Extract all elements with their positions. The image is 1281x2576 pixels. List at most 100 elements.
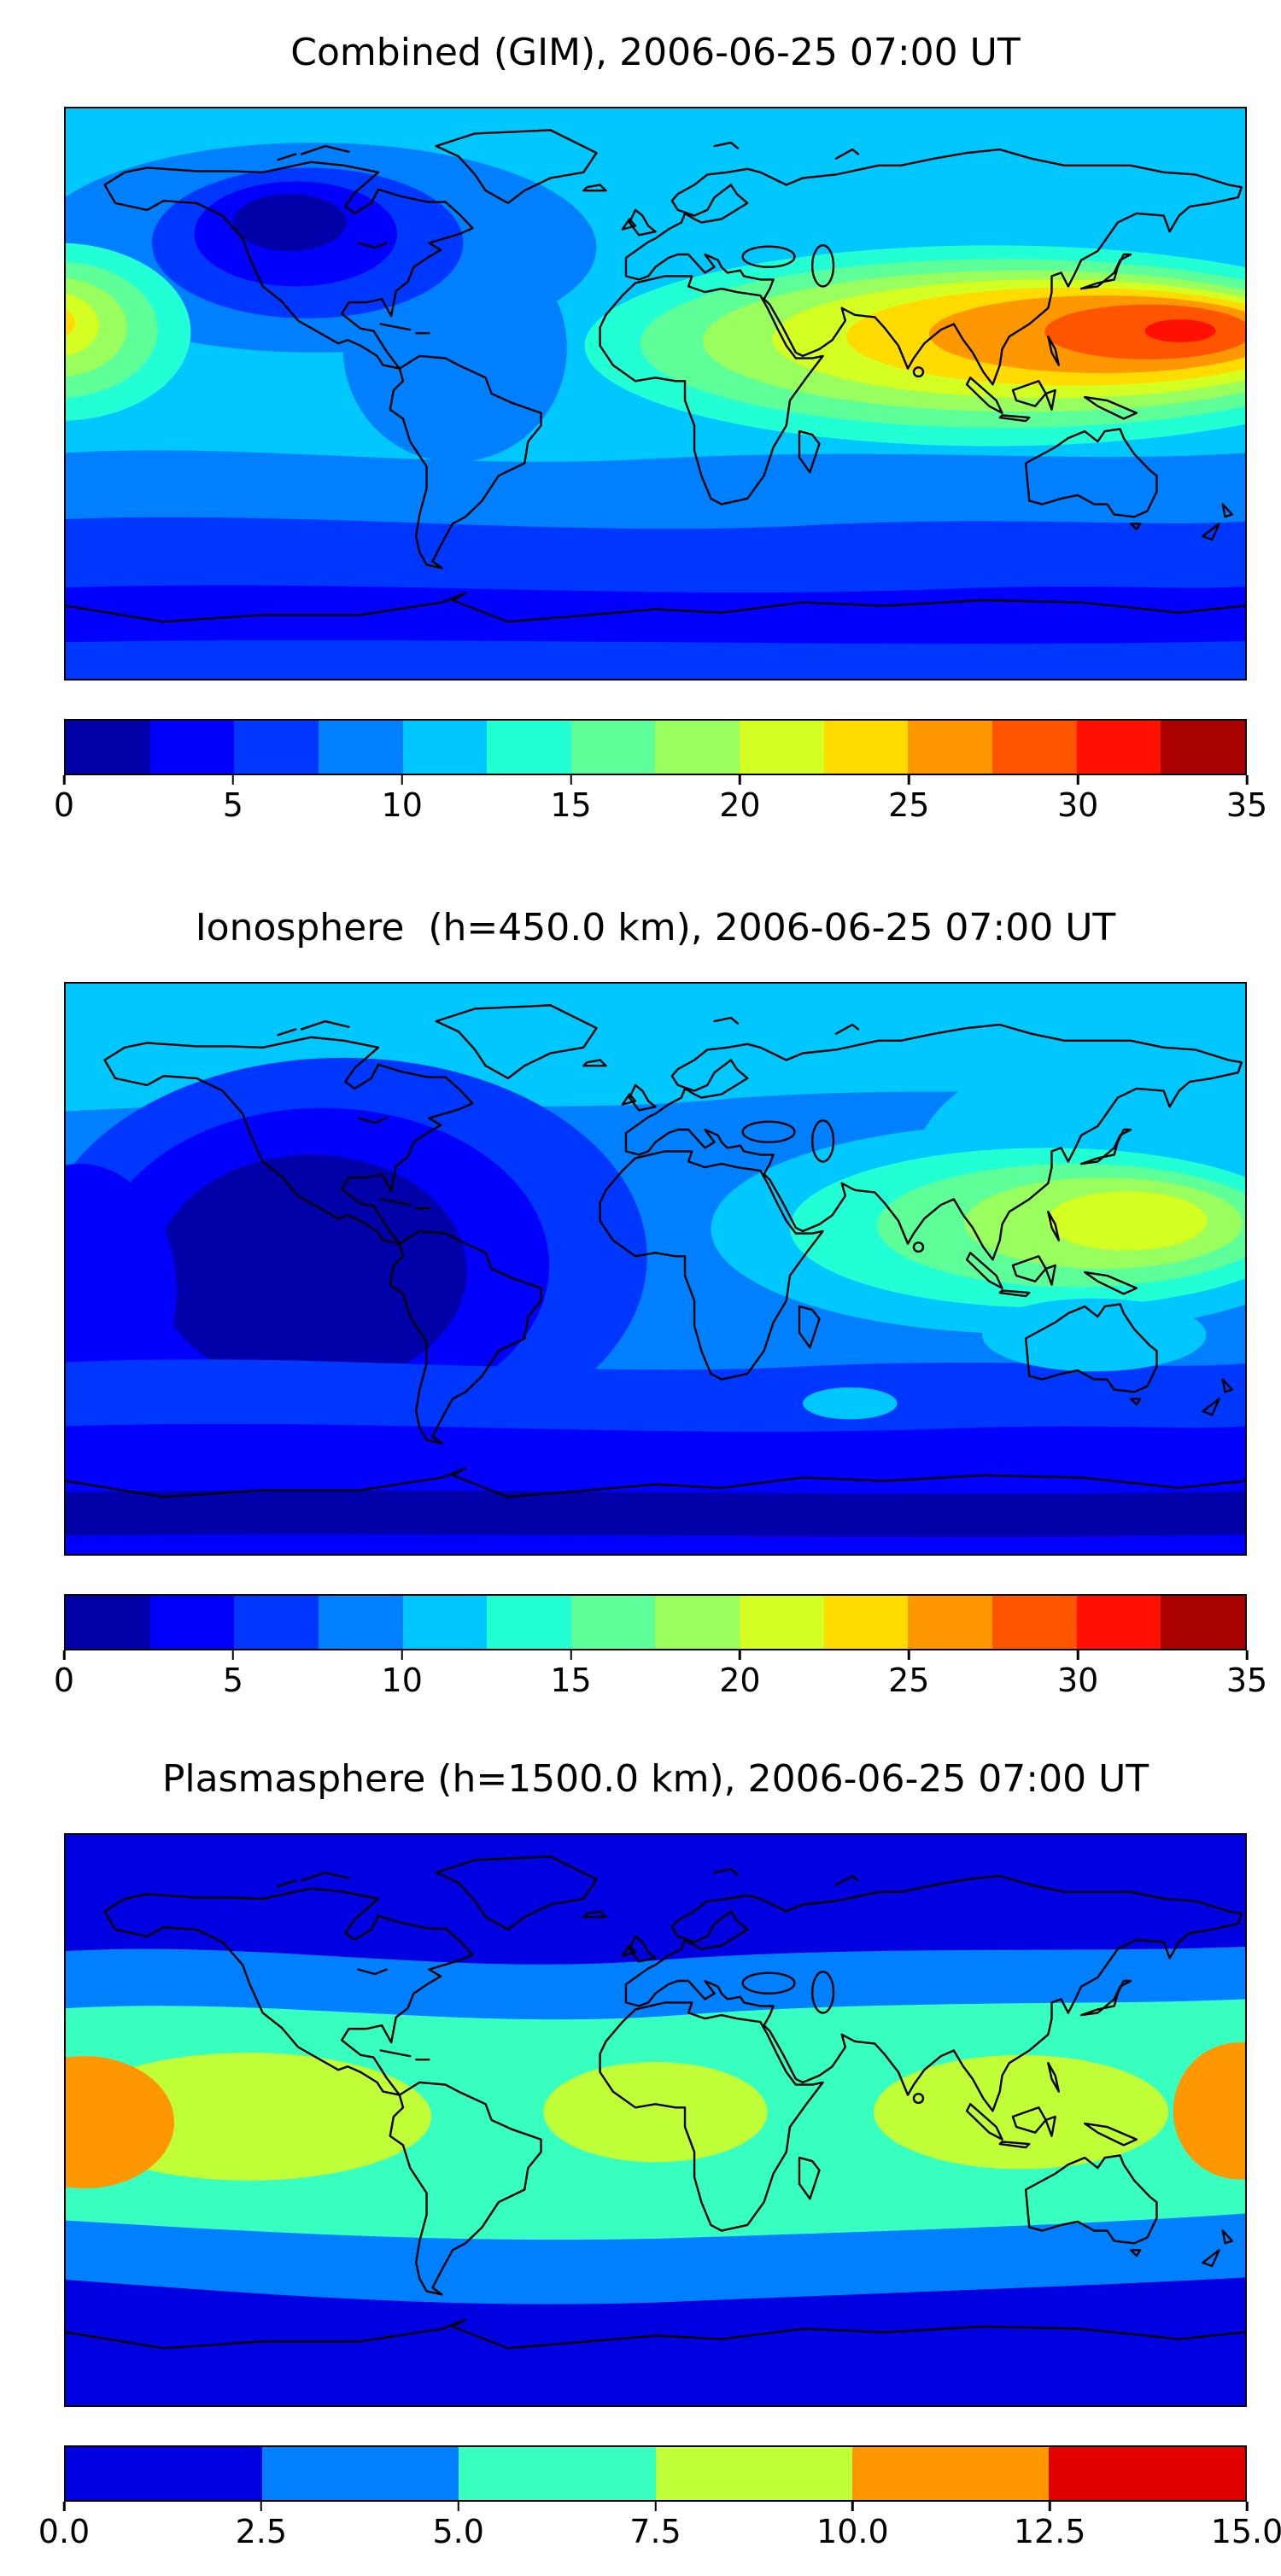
colorbar-segment (487, 1596, 571, 1649)
colorbar-segment (570, 1596, 656, 1649)
colorbar-segment (66, 721, 150, 774)
colorbar-tick-label: 5 (222, 1662, 243, 1699)
colorbar-tick-mark (851, 2502, 854, 2511)
colorbar-tick-mark (1076, 1650, 1079, 1660)
contour-region (155, 1154, 467, 1387)
colorbar-segment (234, 1596, 319, 1649)
colorbar-segment (149, 721, 235, 774)
colorbar-tick-label: 10.0 (816, 2513, 889, 2550)
colorbar-tick-mark (62, 2502, 66, 2511)
contour-region (803, 1387, 898, 1420)
contour-plot (66, 1835, 1245, 2405)
colorbar-tick-mark (231, 1650, 235, 1660)
colorbar-tick-label: 15 (550, 1662, 592, 1699)
contour-plot (66, 984, 1245, 1554)
panel-title: Combined (GIM), 2006-06-25 07:00 UT (290, 31, 1021, 74)
colorbar-tick-label: 2.5 (235, 2513, 288, 2550)
colorbar-segment (262, 2447, 459, 2500)
contour-region (66, 1164, 177, 1420)
colorbar-segment (655, 721, 740, 774)
colorbar-tick-mark (739, 1650, 741, 1660)
colorbar-tick-label: 0 (53, 786, 75, 824)
contour-region (873, 2054, 1169, 2170)
panel-combined-gim: Combined (GIM), 2006-06-25 07:00 UT (0, 0, 1281, 850)
colorbar-segment (655, 1596, 740, 1649)
colorbar-segment (149, 1596, 235, 1649)
colorbar-tick-label: 15 (550, 786, 592, 824)
colorbar-segment (992, 721, 1077, 774)
contour-plot (66, 108, 1245, 679)
colorbar-segment (740, 1596, 824, 1649)
contour-region (1144, 319, 1216, 342)
panel-title: Plasmasphere (h=1500.0 km), 2006-06-25 0… (161, 1757, 1149, 1801)
colorbar-segment (1076, 1596, 1161, 1649)
contour-region (1044, 304, 1245, 359)
colorbar-tick-mark (231, 775, 235, 785)
colorbar-tick-mark (654, 2502, 657, 2511)
contour-region (982, 1298, 1207, 1372)
colorbar-segment (402, 721, 488, 774)
colorbar-tick-mark (739, 775, 741, 785)
colorbar-tick-label: 10 (381, 1662, 423, 1699)
colorbar-segment (570, 721, 656, 774)
colorbar-tick-mark (908, 1650, 910, 1660)
colorbar-segment (318, 721, 403, 774)
colorbar-segment (823, 1596, 909, 1649)
contour-region (233, 194, 347, 251)
colorbar-segment (740, 721, 824, 774)
colorbar-segment (402, 1596, 488, 1649)
colorbar-tick-label: 5.0 (432, 2513, 484, 2550)
tec-field (66, 1835, 1245, 2405)
contour-region (66, 2056, 175, 2189)
panel-plasmasphere: Plasmasphere (h=1500.0 km), 2006-06-25 0… (0, 1726, 1281, 2576)
colorbar-tick-label: 25 (888, 1662, 930, 1699)
colorbar-segment (318, 1596, 403, 1649)
colorbar-segment (459, 2447, 656, 2500)
colorbar-tick-mark (401, 1650, 403, 1660)
tec-field (66, 108, 1245, 679)
colorbar-tick-label: 5 (222, 786, 243, 824)
colorbar-tick-label: 20 (719, 1662, 761, 1699)
panel-ionosphere: Ionosphere (h=450.0 km), 2006-06-25 07:0… (0, 875, 1281, 1725)
colorbar-segment (908, 1596, 993, 1649)
contour-region (66, 640, 1245, 679)
world-map-plasmasphere (64, 1833, 1247, 2407)
colorbar-segment (1161, 721, 1245, 774)
colorbar-tick-label: 10 (381, 786, 423, 824)
world-map-ionosphere (64, 982, 1247, 1556)
colorbar-axis: 0.0 2.5 5.0 7.5 10.0 12.5 15.0 (38, 2502, 1281, 2555)
colorbar-segment (851, 2447, 1049, 2500)
colorbar (64, 1594, 1247, 1650)
colorbar-tick-mark (1245, 2502, 1249, 2511)
world-map-combined (64, 107, 1247, 681)
colorbar-segment (487, 721, 571, 774)
colorbar-tick-mark (62, 775, 66, 785)
colorbar-segment (655, 2447, 852, 2500)
colorbar-tick-mark (1076, 775, 1079, 785)
colorbar-tick-mark (1245, 775, 1249, 785)
contour-region (66, 309, 76, 336)
colorbar-tick-mark (1048, 2502, 1051, 2511)
colorbar-segment (66, 1596, 150, 1649)
colorbar-segment (908, 721, 993, 774)
colorbar-tick-mark (570, 1650, 572, 1660)
colorbar-tick-label: 30 (1056, 786, 1099, 824)
contour-region (543, 2061, 768, 2163)
colorbar-tick-mark (62, 1650, 66, 1660)
colorbar-tick-label: 30 (1056, 1662, 1099, 1699)
colorbar-tick-mark (260, 2502, 263, 2511)
colorbar-tick-mark (908, 775, 910, 785)
colorbar (64, 719, 1247, 775)
colorbar (64, 2445, 1247, 2502)
colorbar-segment (1161, 1596, 1245, 1649)
tec-field (66, 984, 1245, 1554)
colorbar-tick-label: 25 (888, 786, 930, 824)
colorbar-tick-label: 7.5 (629, 2513, 681, 2550)
panel-title: Ionosphere (h=450.0 km), 2006-06-25 07:0… (195, 906, 1116, 949)
colorbar-tick-mark (1245, 1650, 1249, 1660)
colorbar-segment (992, 1596, 1077, 1649)
colorbar-axis: 0 5 10 15 20 25 30 35 (54, 1650, 1267, 1703)
colorbar-tick-label: 35 (1225, 1662, 1268, 1699)
colorbar-tick-label: 15.0 (1210, 2513, 1281, 2550)
